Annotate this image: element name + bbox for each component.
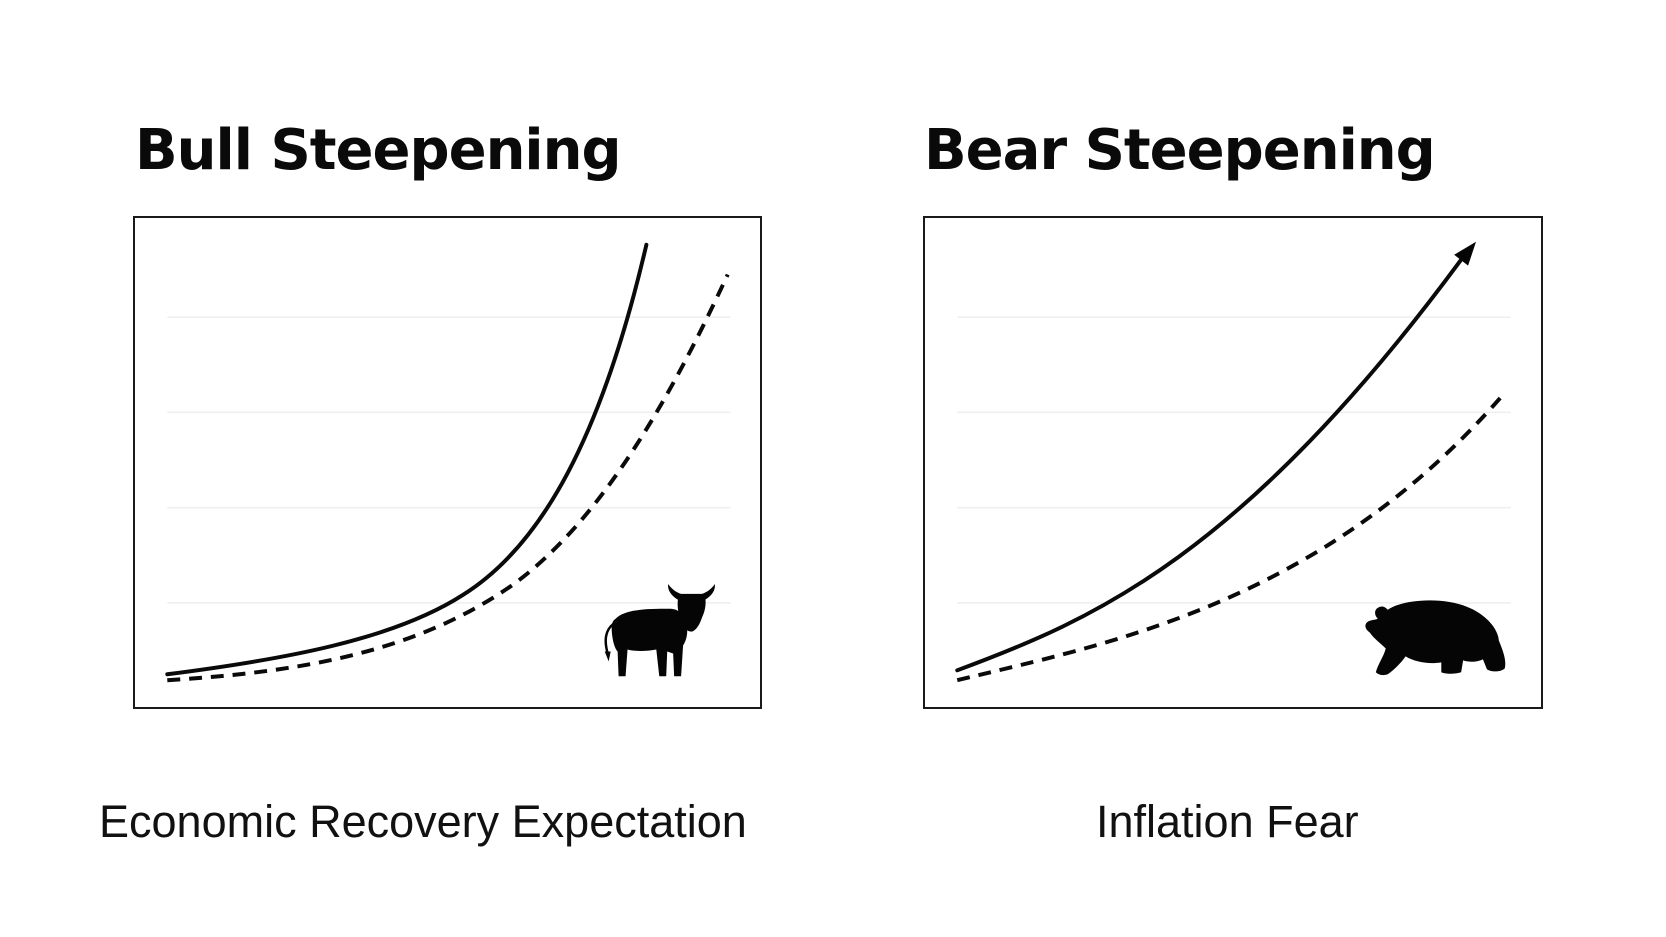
bear-steepening-caption: Inflation Fear [1096,796,1359,847]
bull-steepening-chart [133,216,762,709]
bear-gridlines [957,316,1511,604]
bull-dashed-curve [167,273,730,683]
bear-steepening-chart [923,216,1543,709]
bull-solid-curve [165,242,649,677]
bear-arrowhead [1454,241,1477,266]
bull-steepening-caption: Economic Recovery Expectation [99,796,747,847]
bear-solid-curve [955,257,1464,673]
bear-icon [1365,600,1506,676]
bull-icon [604,584,715,677]
bull-steepening-title: Bull Steepening [135,118,622,183]
bear-chart-canvas [955,241,1511,683]
bear-dashed-curve [956,390,1508,683]
bull-chart-canvas [165,242,731,683]
bull-gridlines [167,316,731,604]
bear-steepening-title: Bear Steepening [924,118,1436,183]
